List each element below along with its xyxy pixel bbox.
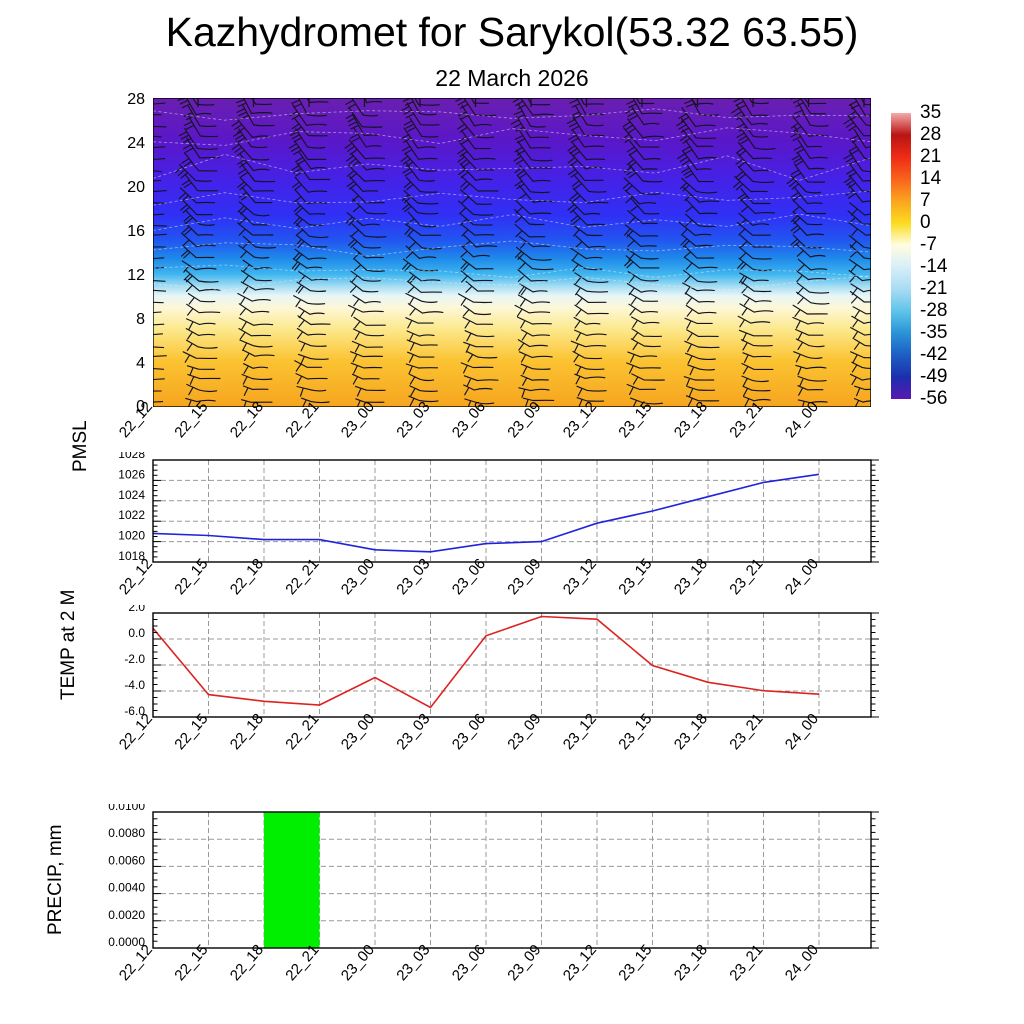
svg-text:22_18: 22_18 [227,555,267,598]
svg-text:-21: -21 [920,278,947,299]
svg-text:23_21: 23_21 [726,555,766,598]
svg-text:-49: -49 [920,366,947,387]
svg-text:12: 12 [127,267,145,284]
svg-text:22_21: 22_21 [282,555,322,598]
svg-text:23_09: 23_09 [504,398,544,441]
svg-text:22_12: 22_12 [116,710,156,753]
svg-text:0.0020: 0.0020 [108,908,145,922]
svg-text:23_09: 23_09 [504,941,544,984]
svg-text:1028: 1028 [118,452,145,461]
svg-text:21: 21 [920,146,941,167]
svg-text:23_12: 23_12 [560,398,600,441]
svg-text:24_00: 24_00 [782,398,822,441]
svg-text:22_18: 22_18 [227,398,267,441]
svg-text:1026: 1026 [118,467,145,481]
svg-text:23_21: 23_21 [726,398,766,441]
svg-text:23_00: 23_00 [338,555,378,598]
svg-text:23_15: 23_15 [615,398,655,441]
svg-text:23_15: 23_15 [615,941,655,984]
svg-text:22_21: 22_21 [282,710,322,753]
svg-text:24_00: 24_00 [782,941,822,984]
svg-text:23_12: 23_12 [560,941,600,984]
svg-text:23_03: 23_03 [393,710,433,753]
svg-text:23_09: 23_09 [504,710,544,753]
svg-text:23_18: 23_18 [671,941,711,984]
svg-text:23_06: 23_06 [449,941,489,984]
svg-text:22_18: 22_18 [227,941,267,984]
svg-text:24: 24 [127,135,145,152]
svg-text:23_00: 23_00 [338,710,378,753]
svg-text:20: 20 [127,179,145,196]
svg-text:0.0060: 0.0060 [108,853,145,867]
svg-text:-14: -14 [920,256,948,277]
svg-text:24_00: 24_00 [782,710,822,753]
svg-text:23_03: 23_03 [393,941,433,984]
svg-text:23_15: 23_15 [615,710,655,753]
svg-text:22_21: 22_21 [282,941,322,984]
svg-text:-56: -56 [920,388,947,405]
svg-text:23_12: 23_12 [560,710,600,753]
svg-text:23_03: 23_03 [393,398,433,441]
svg-text:23_21: 23_21 [726,941,766,984]
svg-text:22_15: 22_15 [171,941,211,984]
svg-text:22_15: 22_15 [171,710,211,753]
svg-text:23_21: 23_21 [726,710,766,753]
svg-text:23_12: 23_12 [560,555,600,598]
svg-text:0.0080: 0.0080 [108,826,145,840]
svg-text:14: 14 [920,168,942,189]
svg-text:7: 7 [920,190,931,211]
svg-text:23_03: 23_03 [393,555,433,598]
svg-text:-2.0: -2.0 [124,652,145,666]
svg-text:1020: 1020 [118,529,145,543]
svg-text:0: 0 [920,212,931,233]
svg-text:-7: -7 [920,234,937,255]
svg-text:0.0040: 0.0040 [108,881,145,895]
svg-text:23_06: 23_06 [449,398,489,441]
svg-text:1024: 1024 [118,488,145,502]
svg-text:28: 28 [127,91,145,108]
svg-text:23_06: 23_06 [449,710,489,753]
svg-text:8: 8 [136,311,145,328]
svg-text:23_15: 23_15 [615,555,655,598]
svg-text:23_00: 23_00 [338,398,378,441]
svg-text:23_06: 23_06 [449,555,489,598]
svg-text:22_15: 22_15 [171,398,211,441]
svg-text:23_09: 23_09 [504,555,544,598]
svg-text:35: 35 [920,102,941,123]
svg-text:22_21: 22_21 [282,398,322,441]
svg-text:22_15: 22_15 [171,555,211,598]
svg-text:22_12: 22_12 [116,398,156,441]
svg-text:23_18: 23_18 [671,710,711,753]
svg-text:22_12: 22_12 [116,941,156,984]
svg-text:23_18: 23_18 [671,398,711,441]
svg-text:-4.0: -4.0 [124,678,145,692]
svg-text:16: 16 [127,223,145,240]
svg-text:0.0: 0.0 [128,626,145,640]
svg-text:0.0100: 0.0100 [108,804,145,813]
svg-text:22_12: 22_12 [116,555,156,598]
svg-text:28: 28 [920,124,941,145]
svg-text:23_00: 23_00 [338,941,378,984]
svg-text:23_18: 23_18 [671,555,711,598]
svg-text:1022: 1022 [118,508,145,522]
svg-text:4: 4 [136,355,145,372]
svg-text:-42: -42 [920,344,947,365]
svg-text:-35: -35 [920,322,947,343]
svg-text:22_18: 22_18 [227,710,267,753]
svg-text:24_00: 24_00 [782,555,822,598]
svg-text:-28: -28 [920,300,947,321]
